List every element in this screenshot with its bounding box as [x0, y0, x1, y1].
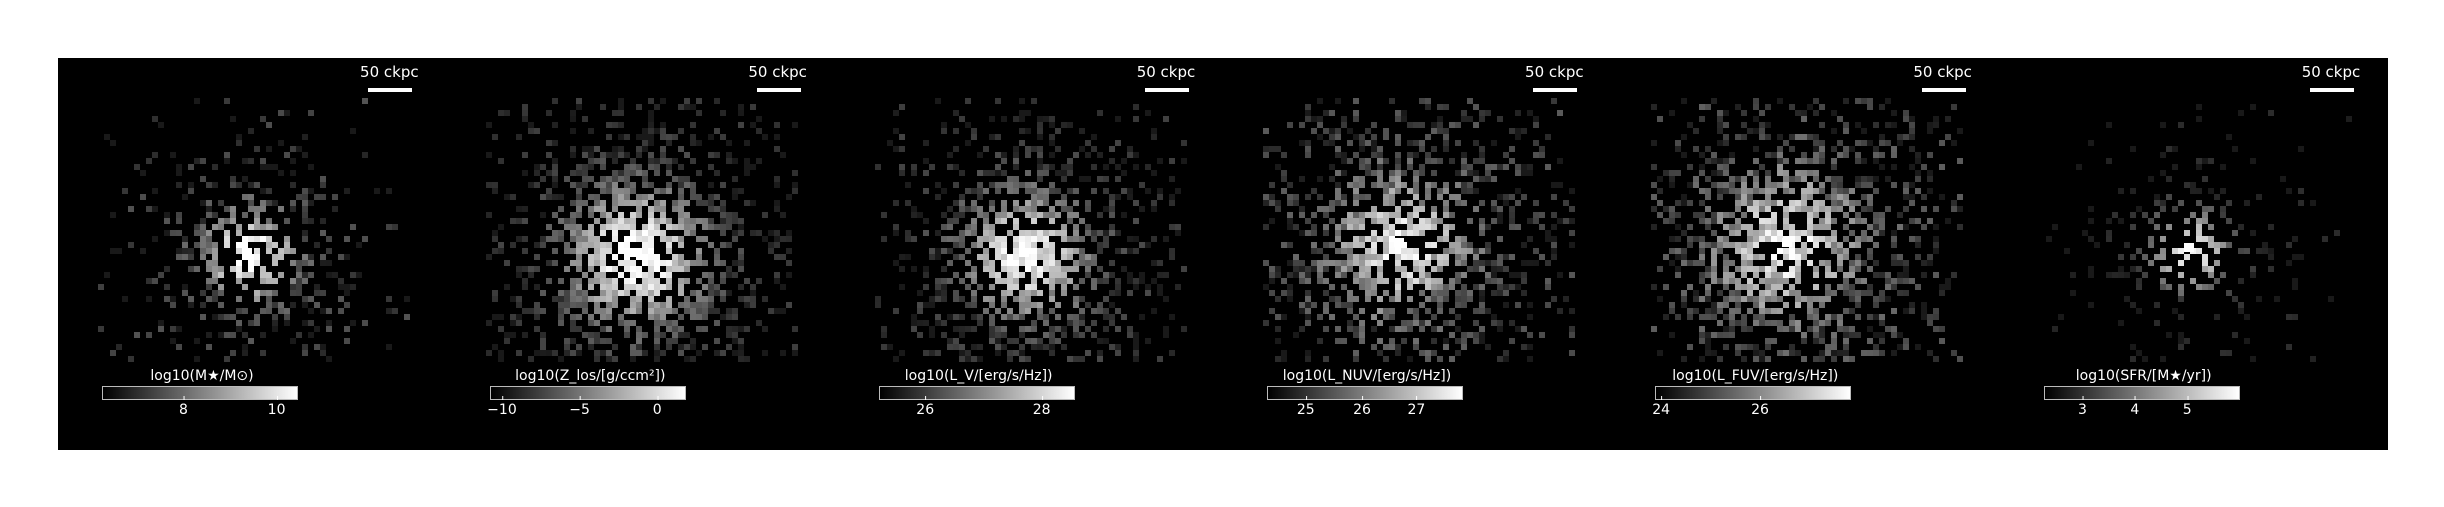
- colorbar-tick-label: 5: [2182, 396, 2192, 418]
- galaxy-core: [1782, 238, 1793, 247]
- galaxy-core: [1393, 238, 1404, 247]
- colorbar-ticks: 25 26 27: [1267, 396, 1461, 420]
- fuv-map: [1651, 98, 1964, 362]
- sfr-panel: 50 ckpc log10(SFR/[M★/yr]) 3 4 5: [1999, 58, 2388, 450]
- colorbar-gradient: [878, 386, 1075, 400]
- colorbar: log10(M★/M⊙) 8 10: [102, 368, 302, 420]
- colorbar: log10(SFR/[M★/yr]) 3 4 5: [2043, 368, 2244, 420]
- colorbar-ticks: 3 4 5: [2044, 396, 2238, 420]
- v-band-panel: 50 ckpc log10(L_V/[erg/s/Hz]) 26 28: [834, 58, 1223, 450]
- scale-bar-label: 50 ckpc: [748, 63, 807, 81]
- colorbar-label: log10(L_FUV/[erg/s/Hz]): [1672, 368, 1839, 384]
- galaxy-core: [630, 248, 641, 257]
- galaxy-core: [1018, 248, 1029, 257]
- metal-column-panel: 50 ckpc log10(Z_los/[g/ccm²]) −10 −5 0: [446, 58, 835, 450]
- nuv-panel: 50 ckpc log10(L_NUV/[erg/s/Hz]) 25 26 27: [1222, 58, 1612, 450]
- colorbar-ticks: −10 −5 0: [487, 396, 684, 420]
- colorbar-gradient: [102, 386, 298, 400]
- colorbar-ticks: 8 10: [102, 396, 296, 420]
- sfr-map: [2045, 104, 2352, 362]
- colorbar-tick-label: 4: [2130, 396, 2140, 418]
- colorbar-tick-label: 28: [1032, 396, 1051, 418]
- scale-bar: [368, 88, 413, 92]
- stellar-mass-map: [98, 98, 410, 362]
- scale-bar: [1921, 88, 1966, 92]
- colorbar-tick-label: 0: [652, 396, 662, 418]
- colorbar-tick-label: 26: [1353, 396, 1371, 418]
- colorbar-tick-label: 26: [1751, 396, 1769, 418]
- colorbar-tick-label: −10: [487, 396, 517, 418]
- colorbar-label: log10(M★/M⊙): [150, 368, 254, 384]
- scale-bar: [1533, 88, 1578, 92]
- galaxy-map-strip: 50 ckpc log10(M★/M⊙) 8 10 50 ckpc log10(Z…: [58, 58, 2388, 450]
- scale-bar: [1144, 88, 1189, 92]
- colorbar-tick-label: 24: [1652, 396, 1671, 418]
- colorbar-label: log10(L_NUV/[erg/s/Hz]): [1282, 368, 1452, 384]
- metal-column-map: [486, 98, 799, 362]
- colorbar-tick-label: 27: [1407, 396, 1426, 418]
- colorbar-tick-label: 25: [1296, 396, 1315, 418]
- nuv-map: [1262, 98, 1575, 362]
- scale-bar-label: 50 ckpc: [1525, 63, 1584, 81]
- colorbar-tick-label: 26: [916, 396, 935, 418]
- colorbar: log10(L_V/[erg/s/Hz]) 26 28: [878, 368, 1079, 420]
- colorbar-tick-label: −5: [569, 396, 590, 418]
- fuv-panel: 50 ckpc log10(L_FUV/[erg/s/Hz]) 24 26: [1611, 58, 2000, 450]
- colorbar-gradient: [490, 386, 687, 400]
- colorbar-label: log10(L_V/[erg/s/Hz]): [904, 368, 1053, 384]
- colorbar: log10(L_FUV/[erg/s/Hz]) 24 26: [1652, 368, 1855, 420]
- colorbar-gradient: [1266, 386, 1463, 400]
- galaxy-core: [2183, 243, 2194, 252]
- colorbar-tick-label: 3: [2077, 396, 2087, 418]
- colorbar-gradient: [1655, 386, 1852, 400]
- scale-bar-label: 50 ckpc: [360, 63, 419, 81]
- scale-bar: [756, 88, 801, 92]
- colorbar-tick-label: 10: [267, 396, 286, 418]
- scale-bar-label: 50 ckpc: [1136, 63, 1196, 81]
- colorbar-label: log10(Z_los/[g/ccm²]): [515, 368, 666, 384]
- scale-bar-label: 50 ckpc: [2301, 63, 2361, 81]
- stellar-mass-panel: 50 ckpc log10(M★/M⊙) 8 10: [58, 58, 447, 450]
- v-band-map: [874, 98, 1187, 362]
- scale-bar-label: 50 ckpc: [1913, 63, 1972, 81]
- colorbar-ticks: 24 26: [1652, 396, 1849, 420]
- colorbar: log10(L_NUV/[erg/s/Hz]) 25 26 27: [1266, 368, 1467, 420]
- scale-bar: [2309, 88, 2354, 92]
- colorbar-tick-label: 8: [179, 396, 188, 418]
- colorbar-ticks: 26 28: [879, 396, 1073, 420]
- colorbar-label: log10(SFR/[M★/yr]): [2075, 368, 2212, 384]
- colorbar: log10(Z_los/[g/ccm²]) −10 −5 0: [487, 368, 690, 420]
- colorbar-gradient: [2043, 386, 2240, 400]
- galaxy-core: [242, 248, 252, 257]
